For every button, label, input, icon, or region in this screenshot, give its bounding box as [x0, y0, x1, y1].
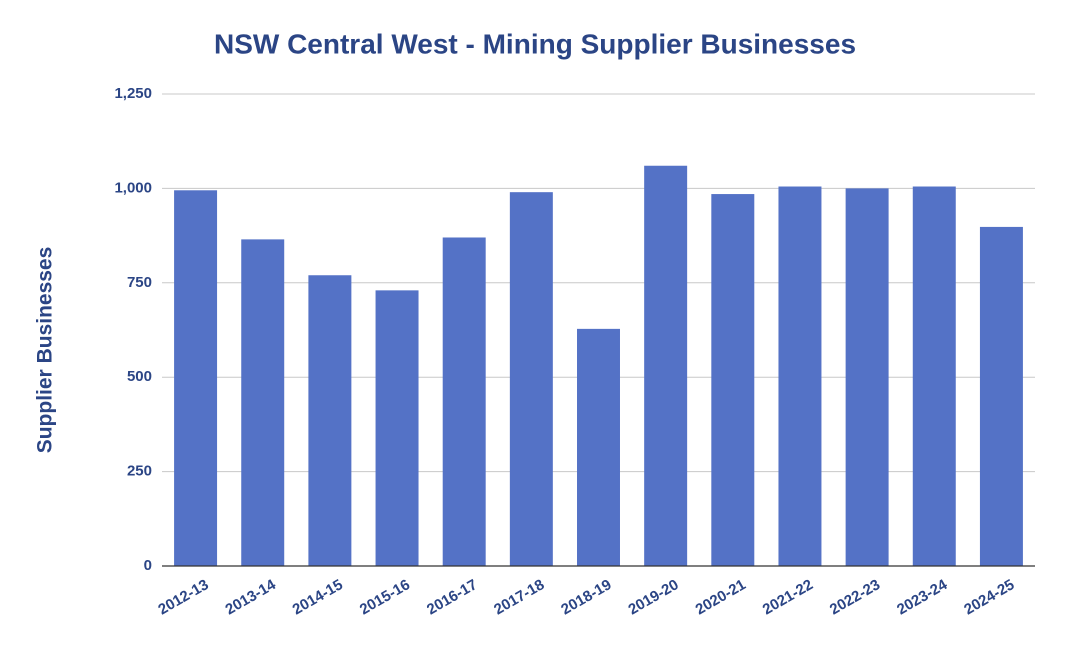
bar	[912, 186, 956, 566]
bar	[644, 165, 688, 566]
x-tick-label: 2017-18	[491, 576, 547, 618]
x-tick-label: 2019-20	[625, 576, 681, 618]
bar	[308, 275, 352, 566]
x-tick-label: 2024-25	[961, 576, 1017, 618]
y-tick-label: 1,250	[114, 85, 152, 102]
y-tick-label: 0	[144, 557, 152, 574]
x-tick-label: 2020-21	[693, 576, 749, 618]
bar	[979, 226, 1023, 566]
x-tick-label: 2012-13	[155, 576, 211, 618]
x-tick-label: 2023-24	[894, 576, 951, 619]
chart-title: NSW Central West - Mining Supplier Busin…	[214, 28, 856, 59]
x-tick-label: 2022-23	[827, 576, 883, 618]
bar	[577, 328, 620, 566]
y-tick-label: 750	[127, 274, 152, 291]
x-tick-label: 2015-16	[357, 576, 413, 618]
bar	[711, 194, 755, 566]
bar	[375, 290, 419, 566]
x-tick-label: 2018-19	[558, 576, 614, 618]
x-tick-label: 2014-15	[290, 576, 346, 618]
y-tick-label: 250	[127, 463, 152, 480]
x-tick-label: 2021-22	[760, 576, 816, 618]
x-tick-label: 2013-14	[223, 576, 280, 619]
y-tick-label: 500	[127, 368, 152, 385]
y-tick-label: 1,000	[114, 179, 152, 196]
bar	[442, 237, 486, 566]
bar	[174, 190, 218, 566]
bar	[845, 188, 889, 566]
bar	[778, 186, 822, 566]
y-axis-label: Supplier Businesses	[34, 247, 57, 454]
x-tick-label: 2016-17	[424, 576, 480, 618]
bar	[509, 192, 553, 566]
bar	[241, 239, 285, 566]
